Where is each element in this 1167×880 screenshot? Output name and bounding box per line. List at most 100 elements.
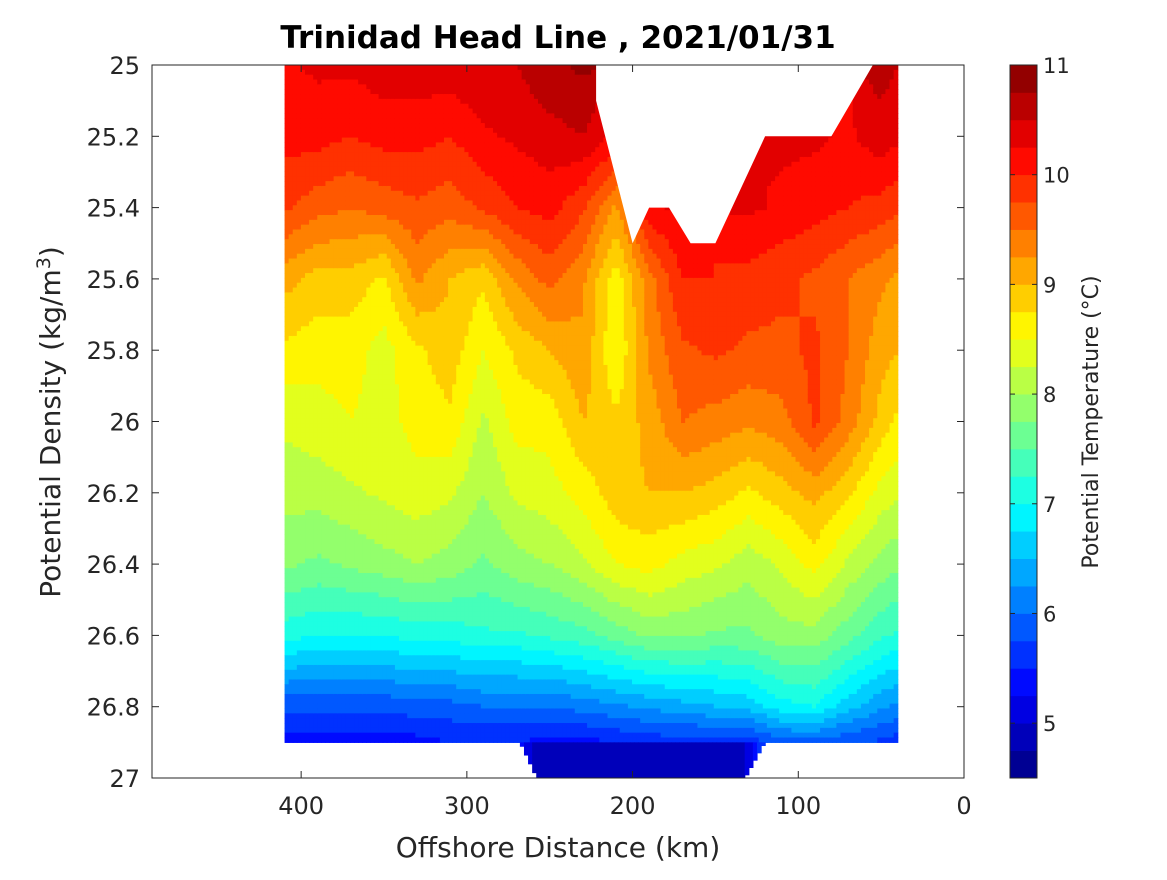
contour-cell	[337, 302, 343, 308]
contour-cell	[288, 582, 294, 589]
contour-cell	[411, 456, 416, 463]
contour-cell	[321, 219, 327, 226]
contour-cell	[296, 403, 302, 410]
contour-cell	[390, 98, 396, 105]
contour-cell	[366, 244, 372, 250]
contour-cell	[427, 471, 433, 477]
contour-cell	[349, 592, 355, 598]
contour-cell	[407, 297, 412, 303]
contour-cell	[305, 89, 310, 95]
contour-cell	[378, 664, 384, 671]
contour-cell	[317, 481, 322, 487]
contour-cell	[386, 558, 392, 564]
contour-cell	[284, 679, 290, 685]
contour-cell	[354, 316, 359, 323]
contour-cell	[296, 592, 302, 598]
contour-cell	[317, 529, 322, 535]
contour-cell	[386, 723, 392, 729]
contour-cell	[407, 481, 412, 487]
contour-cell	[305, 718, 310, 724]
contour-cell	[309, 74, 314, 81]
contour-cell	[362, 732, 367, 739]
contour-cell	[325, 369, 331, 376]
contour-cell	[345, 224, 351, 231]
contour-cell	[407, 427, 412, 434]
contour-cell	[407, 244, 412, 250]
contour-cell	[305, 127, 310, 134]
contour-cell	[309, 577, 314, 584]
contour-cell	[370, 495, 376, 502]
contour-cell	[415, 510, 421, 516]
contour-cell	[321, 442, 327, 448]
contour-cell	[284, 456, 290, 463]
contour-cell	[362, 500, 367, 506]
contour-cell	[296, 321, 302, 327]
contour-cell	[329, 684, 335, 690]
contour-cell	[382, 127, 388, 134]
contour-cell	[390, 224, 396, 231]
contour-cell	[399, 616, 404, 622]
contour-cell	[411, 65, 416, 71]
contour-cell	[411, 350, 416, 356]
contour-cell	[386, 616, 392, 622]
contour-cell	[309, 384, 314, 390]
contour-cell	[354, 650, 359, 656]
contour-cell	[329, 205, 335, 211]
contour-cell	[394, 195, 400, 202]
contour-cell	[403, 84, 408, 90]
contour-cell	[358, 592, 363, 598]
contour-cell	[403, 703, 408, 710]
contour-cell	[415, 219, 421, 226]
contour-cell	[354, 403, 359, 410]
contour-cell	[337, 331, 343, 337]
contour-cell	[411, 147, 416, 153]
contour-cell	[362, 321, 367, 327]
contour-cell	[292, 273, 298, 279]
contour-cell	[415, 423, 421, 429]
contour-cell	[288, 413, 294, 419]
contour-cell	[329, 587, 335, 593]
contour-cell	[349, 248, 355, 255]
contour-cell	[284, 234, 290, 240]
contour-cell	[407, 611, 412, 618]
contour-cell	[325, 166, 331, 173]
contour-cell	[386, 689, 392, 695]
contour-cell	[419, 519, 425, 526]
contour-cell	[296, 302, 302, 308]
contour-cell	[419, 152, 425, 158]
contour-cell	[370, 505, 376, 511]
contour-cell	[378, 282, 384, 289]
contour-cell	[403, 195, 408, 202]
contour-cell	[394, 311, 400, 318]
contour-cell	[309, 418, 314, 424]
contour-cell	[354, 631, 359, 637]
contour-cell	[329, 132, 335, 139]
contour-cell	[427, 185, 433, 192]
contour-cell	[362, 456, 367, 463]
contour-cell	[333, 394, 339, 400]
contour-cell	[399, 273, 404, 279]
contour-cell	[313, 244, 318, 250]
contour-cell	[374, 461, 380, 468]
contour-cell	[305, 248, 310, 255]
contour-cell	[321, 326, 327, 332]
contour-cell	[415, 171, 421, 177]
contour-cell	[390, 335, 396, 342]
contour-cell	[300, 398, 306, 405]
contour-cell	[419, 723, 425, 729]
contour-cell	[378, 147, 384, 153]
contour-cell	[407, 374, 412, 381]
contour-cell	[292, 195, 298, 202]
contour-cell	[284, 166, 290, 173]
contour-cell	[403, 273, 408, 279]
contour-cell	[284, 389, 290, 395]
contour-cell	[329, 190, 335, 197]
contour-cell	[366, 326, 372, 332]
contour-cell	[419, 573, 425, 579]
contour-cell	[390, 577, 396, 584]
contour-cell	[296, 558, 302, 564]
contour-cell	[305, 244, 310, 250]
contour-cell	[337, 437, 343, 443]
contour-cell	[394, 403, 400, 410]
contour-cell	[309, 185, 314, 192]
